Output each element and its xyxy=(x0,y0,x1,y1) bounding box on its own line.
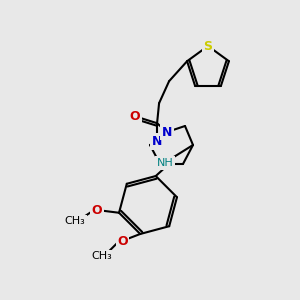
Text: CH₃: CH₃ xyxy=(92,251,112,261)
Text: O: O xyxy=(130,110,140,123)
Text: S: S xyxy=(203,40,212,52)
Text: CH₃: CH₃ xyxy=(64,216,86,226)
Text: O: O xyxy=(92,204,102,217)
Text: N: N xyxy=(152,135,162,148)
Text: O: O xyxy=(117,236,128,248)
Text: N: N xyxy=(162,125,172,139)
Text: NH: NH xyxy=(157,158,173,168)
